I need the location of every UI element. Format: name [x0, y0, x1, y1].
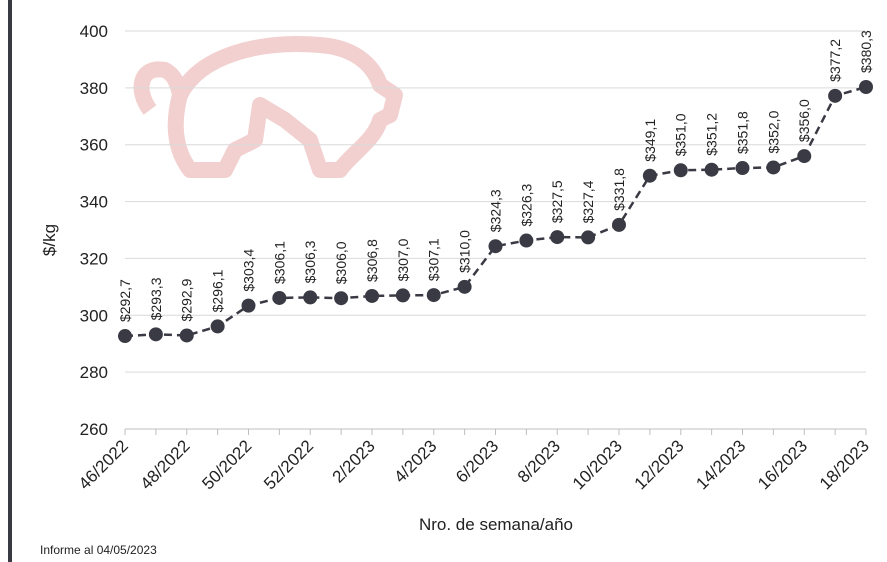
x-tick-label: 18/2023 [816, 436, 873, 493]
data-label: $326,3 [518, 183, 534, 226]
data-label: $292,7 [117, 279, 133, 322]
x-tick-label: 16/2023 [754, 436, 811, 493]
data-label: $351,2 [704, 113, 720, 156]
data-label: $306,0 [333, 241, 349, 284]
marker [118, 329, 132, 344]
marker [457, 279, 472, 294]
marker [272, 290, 287, 305]
y-tick-label: 320 [80, 249, 108, 268]
x-tick-label: 4/2023 [390, 436, 440, 486]
data-label: $352,0 [765, 110, 781, 153]
marker [179, 328, 194, 343]
watermark-logo [133, 36, 403, 178]
data-label: $303,4 [241, 249, 257, 292]
x-tick-label: 2/2023 [329, 436, 379, 486]
marker [766, 160, 781, 175]
data-label: $296,1 [210, 269, 226, 312]
marker [395, 288, 410, 303]
marker [704, 162, 719, 177]
marker [642, 168, 657, 183]
data-label: $293,3 [148, 277, 164, 320]
marker [612, 217, 626, 232]
data-label: $306,1 [271, 241, 287, 284]
data-label: $310,0 [457, 230, 473, 273]
data-label: $307,1 [426, 238, 442, 281]
data-label: $327,4 [580, 180, 596, 223]
x-tick-label: 46/2022 [75, 436, 132, 493]
y-tick-label: 380 [80, 79, 108, 98]
data-label: $356,0 [796, 99, 812, 142]
y-tick-label: 360 [80, 136, 108, 155]
data-label: $377,2 [827, 39, 843, 82]
marker [426, 288, 441, 303]
data-label: $307,0 [395, 238, 411, 281]
marker [519, 233, 534, 248]
data-label: $351,8 [735, 111, 751, 154]
marker [303, 290, 318, 305]
x-axis-label: Nro. de semana/año [419, 515, 573, 534]
y-tick-label: 300 [80, 306, 108, 325]
data-label: $349,1 [642, 119, 658, 162]
marker [488, 239, 503, 254]
data-label: $327,5 [549, 180, 565, 223]
marker [797, 149, 812, 164]
data-label: $306,8 [364, 239, 380, 282]
data-label: $324,3 [488, 189, 504, 232]
data-label: $306,3 [302, 240, 318, 283]
x-tick-label: 6/2023 [452, 436, 502, 486]
marker [581, 230, 596, 245]
y-tick-label: 340 [80, 193, 108, 212]
x-tick-label: 8/2023 [514, 436, 564, 486]
y-tick-label: 260 [80, 420, 108, 439]
marker [148, 327, 163, 342]
marker [210, 319, 225, 334]
x-tick-label: 10/2023 [569, 436, 626, 493]
y-axis-label: $/kg [40, 224, 59, 256]
marker [365, 288, 379, 303]
marker [334, 291, 349, 306]
x-tick-label: 12/2023 [631, 436, 688, 493]
data-label: $331,8 [611, 168, 627, 211]
marker [673, 163, 688, 178]
side-bar [8, 0, 12, 562]
marker [241, 298, 256, 313]
y-tick-label: 400 [80, 22, 108, 41]
data-label: $292,9 [179, 278, 195, 321]
marker [828, 88, 843, 103]
marker [735, 161, 750, 176]
x-tick-label: 48/2022 [137, 436, 194, 493]
x-tick-label: 52/2022 [260, 436, 317, 493]
x-tick-label: 50/2022 [198, 436, 255, 493]
y-tick-label: 280 [80, 363, 108, 382]
marker [550, 230, 565, 245]
x-tick-label: 14/2023 [692, 436, 749, 493]
footnote: Informe al 04/05/2023 [40, 543, 157, 557]
data-label: $351,0 [673, 113, 689, 156]
data-label: $380,3 [858, 30, 874, 73]
marker [859, 80, 873, 95]
